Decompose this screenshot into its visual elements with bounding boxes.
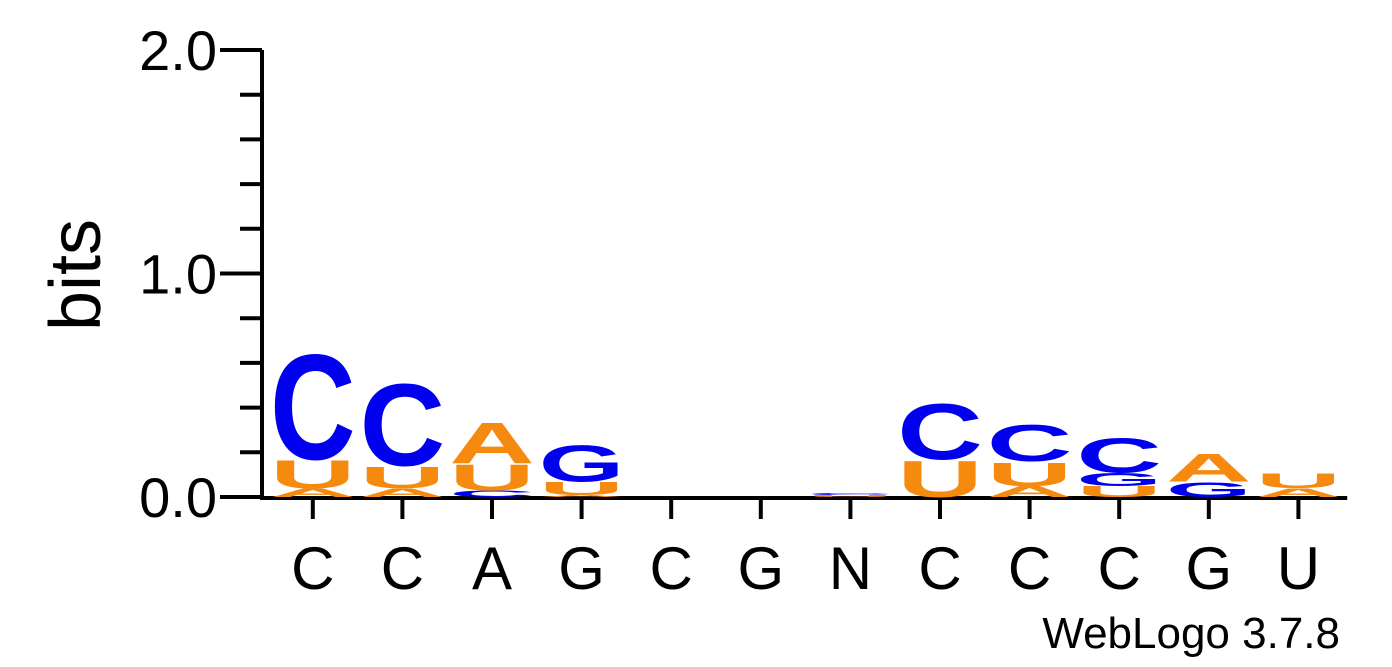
x-tick-label: A <box>472 535 512 602</box>
logo-letter-c: C <box>449 489 535 499</box>
logo-letter-a: A <box>449 410 535 476</box>
logo-letter-c: C <box>808 492 894 495</box>
logo-column: UC <box>808 492 894 498</box>
logo-letter-a: A <box>1166 445 1252 490</box>
logo-column: AUC <box>360 361 446 500</box>
logo-letter-u: U <box>360 461 446 495</box>
logo-letter-a: A <box>987 483 1073 500</box>
y-tick-label: 1.0 <box>139 243 217 306</box>
logo-column: UGC <box>1076 429 1162 501</box>
logo-column: AUC <box>270 322 356 499</box>
logo-column: UC <box>897 388 983 508</box>
x-tick-label: C <box>381 535 424 602</box>
x-tick-label: C <box>918 535 961 602</box>
logo-letter-c: C <box>1076 429 1162 484</box>
logo-column: AUC <box>987 415 1073 501</box>
logo-letter-a: A <box>539 494 625 497</box>
logo-column: CUA <box>449 410 535 499</box>
x-tick-label: N <box>829 535 872 602</box>
logo-letter-u: U <box>539 478 625 499</box>
logo-letter-u: U <box>1076 483 1162 500</box>
logo-letter-g: G <box>539 435 625 493</box>
logo-letter-g: G <box>1166 477 1252 501</box>
x-tick-label: C <box>650 535 693 602</box>
logo-letter-a: A <box>1256 486 1342 500</box>
x-tick-label: U <box>1277 535 1320 602</box>
logo-letter-a: A <box>360 486 446 500</box>
logo-letter-c: C <box>987 415 1073 473</box>
logo-letter-a: A <box>270 486 356 500</box>
logo-letter-u: U <box>449 457 535 498</box>
weblogo-credit: WebLogo 3.7.8 <box>1042 609 1340 658</box>
y-tick-label: 0.0 <box>139 466 217 529</box>
x-tick-label: C <box>1098 535 1141 602</box>
logo-letter-u: U <box>1256 469 1342 493</box>
logo-letter-u: U <box>987 456 1073 494</box>
y-axis: 0.0 1.0 2.0 <box>139 19 264 529</box>
x-tick-label: C <box>1008 535 1051 602</box>
y-tick-label: 2.0 <box>139 19 217 82</box>
x-tick-label: C <box>291 535 334 602</box>
x-tick-label: G <box>558 535 605 602</box>
logo-letter-c: C <box>270 322 356 491</box>
logo-column: GA <box>1166 445 1252 501</box>
logo-letter-g: G <box>1076 469 1162 490</box>
logo-column: AUG <box>539 435 625 499</box>
x-tick-label: G <box>737 535 784 602</box>
logo-letter-u: U <box>270 452 356 497</box>
logo-letter-u: U <box>808 494 894 497</box>
logo-letter-c: C <box>360 361 446 491</box>
x-tick-label: G <box>1185 535 1232 602</box>
logo-column: AU <box>1256 469 1342 500</box>
logo-letter-c: C <box>897 388 983 476</box>
y-axis-label: bits <box>36 219 116 331</box>
logo-letter-u: U <box>897 450 983 508</box>
